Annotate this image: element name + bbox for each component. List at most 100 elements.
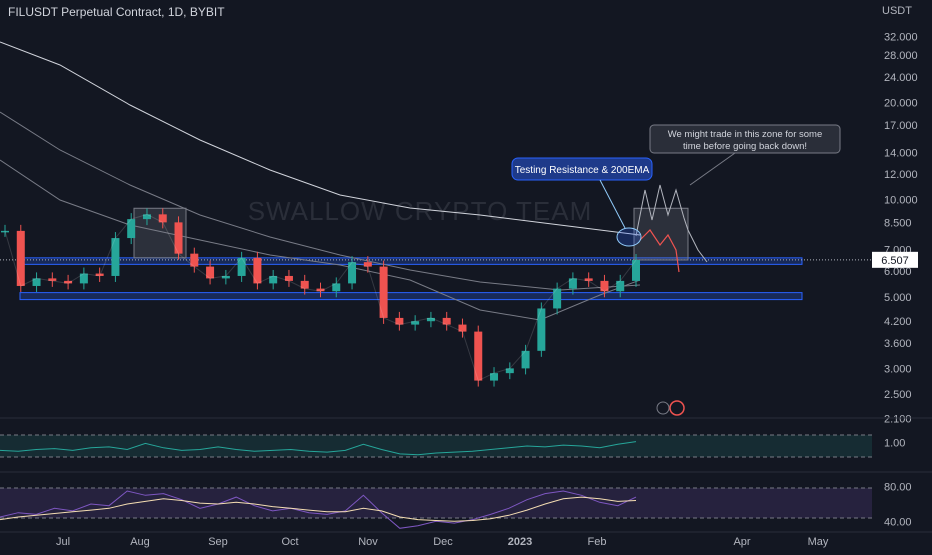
ema-line [0, 41, 641, 236]
candle-body [284, 275, 293, 281]
resistance-test-marker [616, 227, 642, 247]
candle-body [142, 214, 151, 220]
candle-body [253, 257, 262, 284]
callout-text: time before going back down! [683, 141, 807, 152]
watermark-text: SWALLOW CRYPTO TEAM [248, 196, 593, 226]
candle-body [64, 280, 73, 284]
x-tick-label: Sep [208, 536, 228, 548]
y-tick-label: 1.00 [884, 438, 905, 450]
x-tick-label: May [808, 536, 829, 548]
y-tick-label: 80.00 [884, 482, 912, 494]
x-tick-label: Feb [588, 536, 607, 548]
candle-body [442, 317, 451, 325]
y-tick-label: 4.200 [884, 316, 912, 328]
candle-body [632, 259, 640, 281]
candle-body [269, 275, 278, 284]
candle-body [190, 253, 199, 267]
callout-pointer [689, 152, 736, 186]
y-tick-label: 32.000 [884, 32, 918, 44]
candle-body [474, 331, 483, 381]
candle-body [316, 288, 325, 292]
price-close-line [4, 213, 637, 382]
candle-body [458, 324, 467, 332]
x-tick-label: Oct [281, 536, 298, 548]
support-resistance-zone [19, 292, 803, 301]
candle-body [348, 262, 357, 284]
y-tick-label: 2.500 [884, 389, 912, 401]
alert-icon[interactable] [669, 400, 685, 416]
candle-body [379, 266, 388, 318]
x-tick-label: 2023 [508, 536, 532, 548]
candle-body [158, 214, 167, 223]
projection-path-grey [635, 184, 708, 263]
oscillator-line [0, 441, 637, 456]
y-tick-label: 8.500 [884, 217, 912, 229]
projection-box [633, 207, 689, 261]
candle-body [221, 275, 230, 279]
candle-body [48, 278, 57, 281]
candle-body [411, 321, 420, 325]
candle-body [300, 280, 309, 289]
x-tick-label: Apr [733, 536, 750, 548]
rocket-icon[interactable] [656, 401, 670, 415]
oscillator-line [0, 490, 637, 529]
y-tick-label: 6.000 [884, 266, 912, 278]
candle-body [616, 280, 625, 292]
y-tick-label: 24.000 [884, 72, 918, 84]
candle-body [111, 238, 120, 276]
candle-body [521, 350, 530, 369]
oscillator-line [0, 496, 637, 522]
callout-text: We might trade in this zone for some [668, 129, 823, 140]
y-tick-label: 10.000 [884, 195, 918, 207]
y-tick-label: 28.000 [884, 50, 918, 62]
candle-body [174, 222, 183, 254]
x-tick-label: Jul [56, 536, 70, 548]
candle-body [16, 230, 25, 286]
oscillator-band [0, 488, 872, 518]
y-tick-label: 3.600 [884, 338, 912, 350]
candle-body [426, 317, 435, 322]
last-price-label: 6.507 [881, 255, 909, 267]
callout-pointer [599, 179, 626, 229]
candle-body [568, 278, 577, 289]
candle-body [237, 257, 246, 276]
ema-line [0, 159, 641, 321]
y-tick-label: 12.000 [884, 169, 918, 181]
candle-body [490, 373, 499, 381]
candle-body [600, 280, 609, 292]
oscillator-band [0, 435, 872, 457]
projection-path-red [639, 229, 680, 273]
callout-box [511, 157, 653, 181]
candle-body [127, 219, 136, 239]
last-price-badge [872, 251, 918, 268]
x-tick-label: Dec [433, 536, 453, 548]
y-tick-label: 20.000 [884, 97, 918, 109]
candle-body [553, 288, 562, 309]
candle-body [505, 368, 514, 374]
candle-body [32, 278, 41, 286]
candle-body [79, 273, 88, 284]
y-tick-label: 3.000 [884, 363, 912, 375]
candle-body [332, 283, 341, 292]
x-tick-label: Aug [130, 536, 150, 548]
y-tick-label: 40.00 [884, 516, 912, 528]
y-tick-label: 17.000 [884, 120, 918, 132]
callout-box [649, 124, 841, 154]
chart-title: FILUSDT Perpetual Contract, 1D, BYBIT [8, 5, 225, 19]
candle-body [584, 278, 593, 281]
x-tick-label: Nov [358, 536, 378, 548]
candle-body [95, 273, 104, 276]
ema-line [0, 111, 641, 291]
candle-body [363, 262, 372, 267]
callout-text: Testing Resistance & 200EMA [515, 165, 650, 176]
candle-body [206, 266, 215, 279]
y-tick-label: 2.100 [884, 413, 912, 425]
y-tick-label: 5.000 [884, 292, 912, 304]
candle-body [537, 308, 546, 351]
candle-body [395, 317, 404, 325]
y-tick-label: 14.000 [884, 147, 918, 159]
candle-body [1, 230, 9, 233]
price-unit-label: USDT [882, 5, 912, 17]
